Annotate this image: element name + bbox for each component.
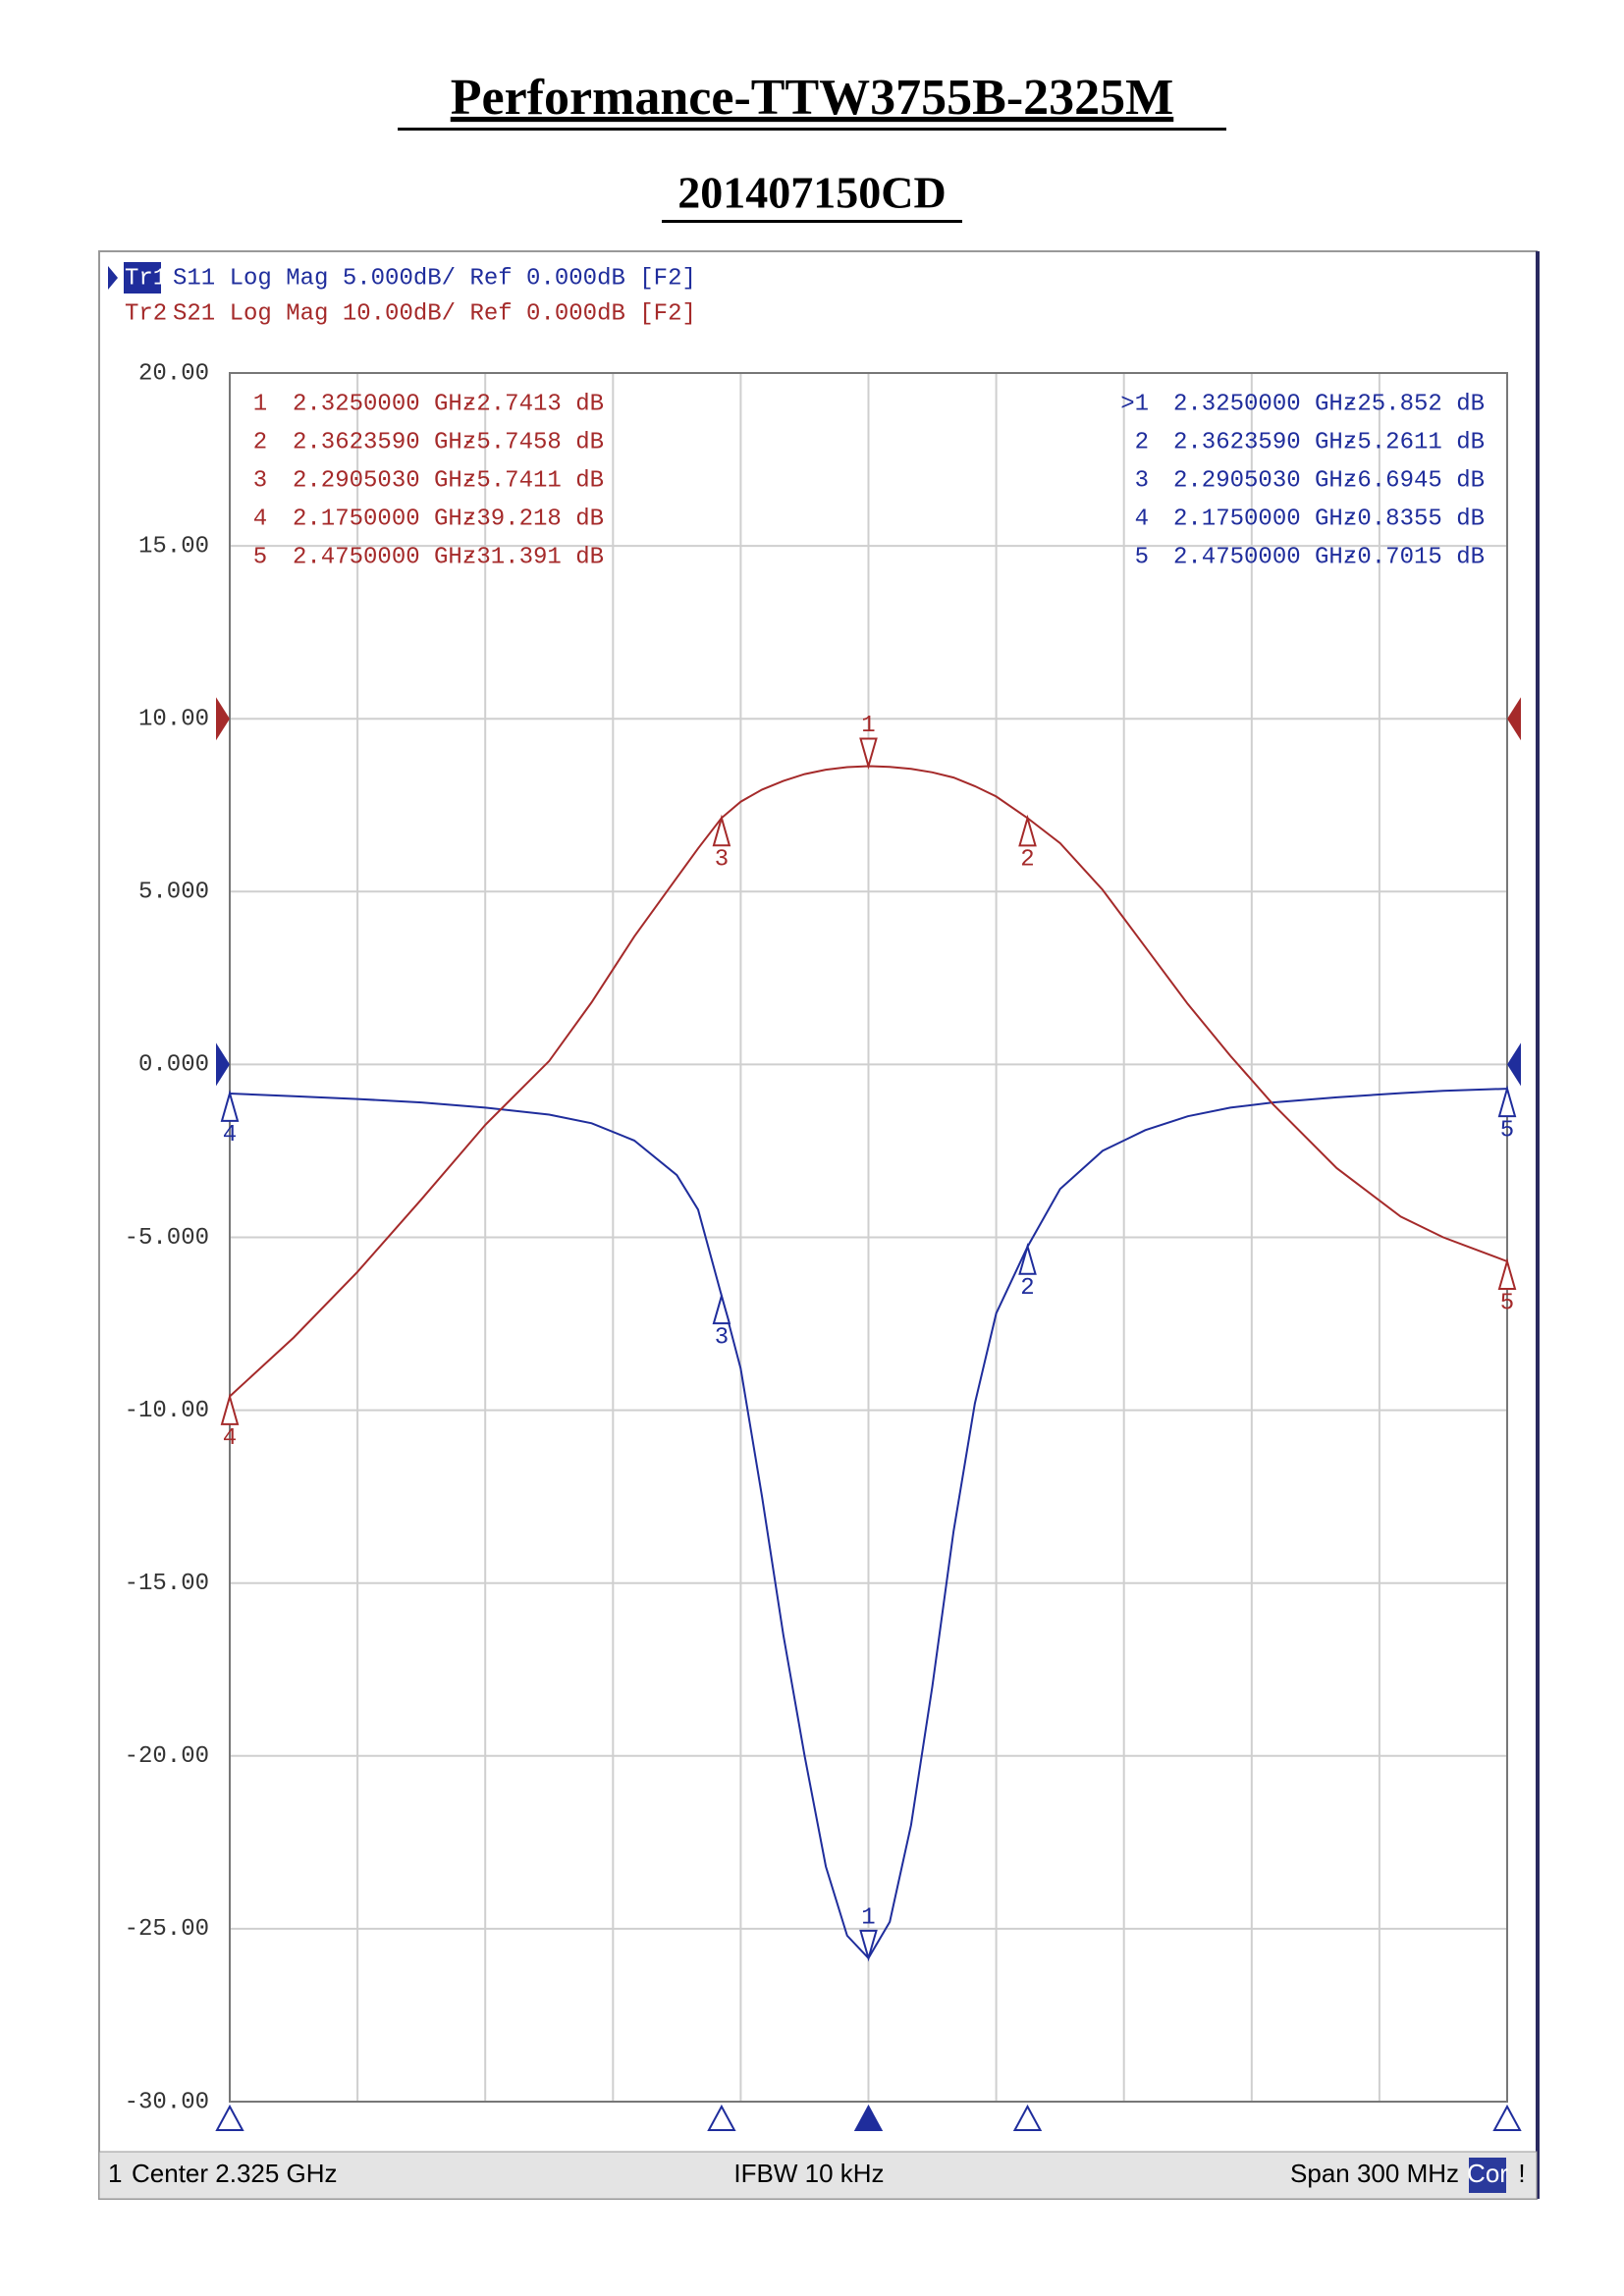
marker-table-freq: 2.1750000 GHz xyxy=(1173,506,1357,532)
legend-entry: S21 Log Mag 10.00dB/ Ref 0.000dB [F2] xyxy=(173,300,696,327)
marker-table-value: -0.7015 dB xyxy=(1343,544,1485,570)
marker-table-id: 1 xyxy=(253,391,267,417)
marker-table-freq: 2.3250000 GHz xyxy=(1173,391,1357,417)
marker-triangle xyxy=(1018,814,1037,847)
y-tick-label: -15.00 xyxy=(125,1571,209,1597)
marker-triangle xyxy=(712,814,731,847)
marker-table-freq: 2.4750000 GHz xyxy=(293,544,476,570)
y-tick-label: -25.00 xyxy=(125,1916,209,1943)
screen-frame xyxy=(98,250,1538,2200)
marker-label: 2 xyxy=(1020,847,1034,874)
ref-arrow xyxy=(1507,1042,1521,1087)
marker-label: 1 xyxy=(861,713,875,739)
marker-table-value: -0.8355 dB xyxy=(1343,506,1485,532)
plot-frame xyxy=(229,372,1508,2103)
title-underline xyxy=(398,128,1226,131)
marker-triangle xyxy=(1497,1257,1517,1290)
marker-table-value: -25.852 dB xyxy=(1343,391,1485,417)
marker-table-value: -5.7411 dB xyxy=(462,467,604,494)
ref-arrow xyxy=(216,697,230,741)
trace-id: Tr1 xyxy=(125,265,167,292)
marker-triangle xyxy=(1497,1085,1517,1118)
marker-table-id: 5 xyxy=(253,544,267,570)
marker-table-value: -39.218 dB xyxy=(462,506,604,532)
marker-table-freq: 2.2905030 GHz xyxy=(293,467,476,494)
status-center: Center 2.325 GHz xyxy=(132,2159,338,2188)
ref-arrow xyxy=(216,1042,230,1087)
subtitle-underline xyxy=(662,220,962,223)
marker-label: 5 xyxy=(1500,1117,1514,1144)
cor-box xyxy=(1469,2158,1506,2193)
marker-table-freq: 2.3250000 GHz xyxy=(293,391,476,417)
marker-label: 1 xyxy=(861,1904,875,1931)
marker-triangle xyxy=(859,737,878,771)
status-correction: Cor xyxy=(1467,2159,1508,2188)
marker-table-id: 4 xyxy=(253,506,267,532)
marker-table-freq: 2.3623590 GHz xyxy=(293,429,476,455)
marker-label: 4 xyxy=(223,1425,237,1452)
status-channel: 1 xyxy=(108,2159,122,2188)
marker-triangle xyxy=(859,1929,878,1962)
marker-table-id: 3 xyxy=(253,467,267,494)
legend-entry: S11 Log Mag 5.000dB/ Ref 0.000dB [F2] xyxy=(173,265,696,292)
marker-triangle xyxy=(220,1393,240,1425)
marker-label: 5 xyxy=(1500,1290,1514,1316)
stimulus-marker xyxy=(1012,2104,1043,2131)
y-tick-label: -5.000 xyxy=(125,1225,209,1252)
marker-label: 3 xyxy=(715,847,729,874)
marker-table-value: -2.7413 dB xyxy=(462,391,604,417)
stimulus-marker xyxy=(215,2104,244,2131)
marker-label: 3 xyxy=(715,1325,729,1352)
stimulus-marker xyxy=(1492,2104,1522,2131)
marker-table-value: -5.2611 dB xyxy=(1343,429,1485,455)
marker-table-freq: 2.1750000 GHz xyxy=(293,506,476,532)
marker-table-id: 2 xyxy=(1135,429,1149,455)
y-tick-label: 0.000 xyxy=(138,1052,209,1079)
doc-title: Performance-TTW3755B-2325M xyxy=(451,70,1173,126)
marker-triangle xyxy=(712,1292,731,1325)
status-alert: ! xyxy=(1518,2159,1525,2188)
trace-id: Tr2 xyxy=(125,300,167,327)
marker-table-id: 4 xyxy=(1135,506,1149,532)
y-tick-label: -10.00 xyxy=(125,1398,209,1424)
y-tick-label: 10.00 xyxy=(138,707,209,733)
y-tick-label: 20.00 xyxy=(138,360,209,387)
marker-label: 2 xyxy=(1020,1275,1034,1302)
stimulus-marker xyxy=(707,2104,736,2131)
stimulus-marker xyxy=(853,2104,884,2131)
marker-table-freq: 2.2905030 GHz xyxy=(1173,467,1357,494)
marker-table-id: 2 xyxy=(253,429,267,455)
marker-triangle xyxy=(220,1090,240,1122)
status-bar xyxy=(98,2151,1538,2200)
y-tick-label: -20.00 xyxy=(125,1743,209,1770)
status-ifbw: IFBW 10 kHz xyxy=(733,2159,884,2188)
marker-label: 4 xyxy=(223,1122,237,1148)
y-tick-label: 5.000 xyxy=(138,880,209,906)
status-span: Span 300 MHz xyxy=(1290,2159,1459,2188)
y-tick-label: 15.00 xyxy=(138,533,209,560)
marker-table-value: -6.6945 dB xyxy=(1343,467,1485,494)
active-trace-arrow xyxy=(108,266,118,290)
ref-arrow xyxy=(1507,697,1521,741)
marker-table-id: >1 xyxy=(1120,391,1149,417)
active-trace-box xyxy=(124,262,161,294)
doc-subtitle: 201407150CD xyxy=(677,168,946,218)
marker-table-id: 5 xyxy=(1135,544,1149,570)
marker-table-value: -5.7458 dB xyxy=(462,429,604,455)
marker-table-id: 3 xyxy=(1135,467,1149,494)
marker-table-freq: 2.3623590 GHz xyxy=(1173,429,1357,455)
marker-triangle xyxy=(1018,1243,1037,1275)
marker-table-value: -31.391 dB xyxy=(462,544,604,570)
marker-table-freq: 2.4750000 GHz xyxy=(1173,544,1357,570)
y-tick-label: -30.00 xyxy=(125,2089,209,2115)
